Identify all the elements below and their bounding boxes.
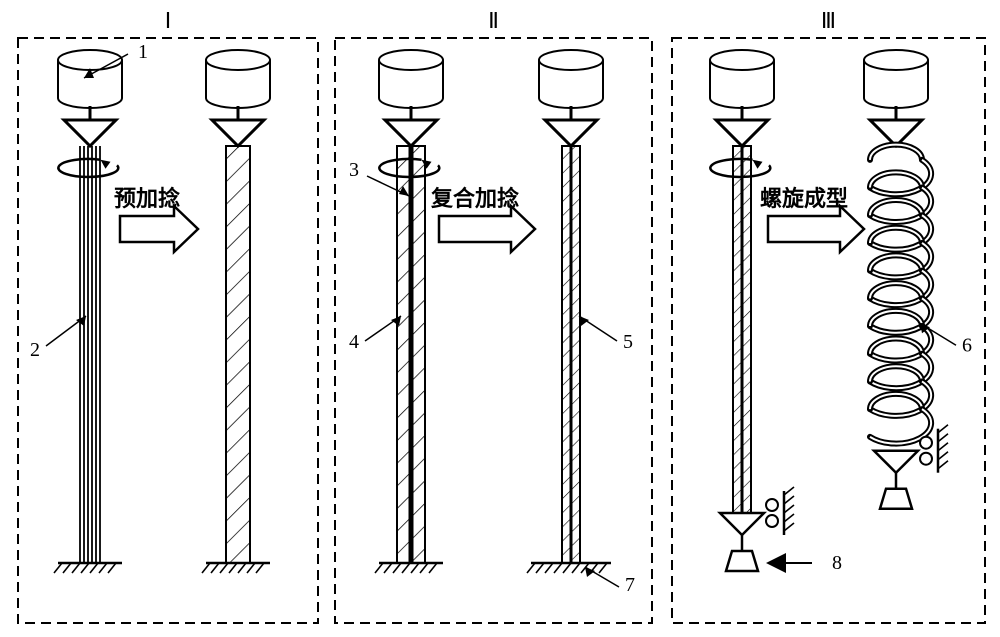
step-arrow-label: 螺旋成型 xyxy=(760,186,848,211)
callout-1: 1 xyxy=(138,41,148,63)
callout-4: 4 xyxy=(349,331,359,353)
panel-II-border xyxy=(335,38,652,623)
callout-5: 5 xyxy=(623,331,633,353)
callout-3: 3 xyxy=(349,159,359,181)
step-arrow-label: 复合加捻 xyxy=(430,186,519,211)
diagram-canvas: Ⅰ Ⅱ Ⅲ 1 2 预加捻 3 4 复合加捻 5 7 8 螺旋成型 6 xyxy=(0,0,1000,637)
callout-7: 7 xyxy=(625,574,635,596)
panel-I-border xyxy=(18,38,318,623)
panel-III-border xyxy=(672,38,985,623)
step-arrow xyxy=(120,206,198,252)
step-arrow-label: 预加捻 xyxy=(114,186,180,211)
step-arrow xyxy=(768,206,864,252)
panel-III-label: Ⅲ xyxy=(821,8,836,33)
step-arrow xyxy=(439,206,535,252)
callout-8: 8 xyxy=(832,552,842,574)
panel-I-label: Ⅰ xyxy=(165,8,172,33)
callout-2: 2 xyxy=(30,339,40,361)
panel-II-label: Ⅱ xyxy=(488,8,499,33)
callout-6: 6 xyxy=(962,334,972,356)
